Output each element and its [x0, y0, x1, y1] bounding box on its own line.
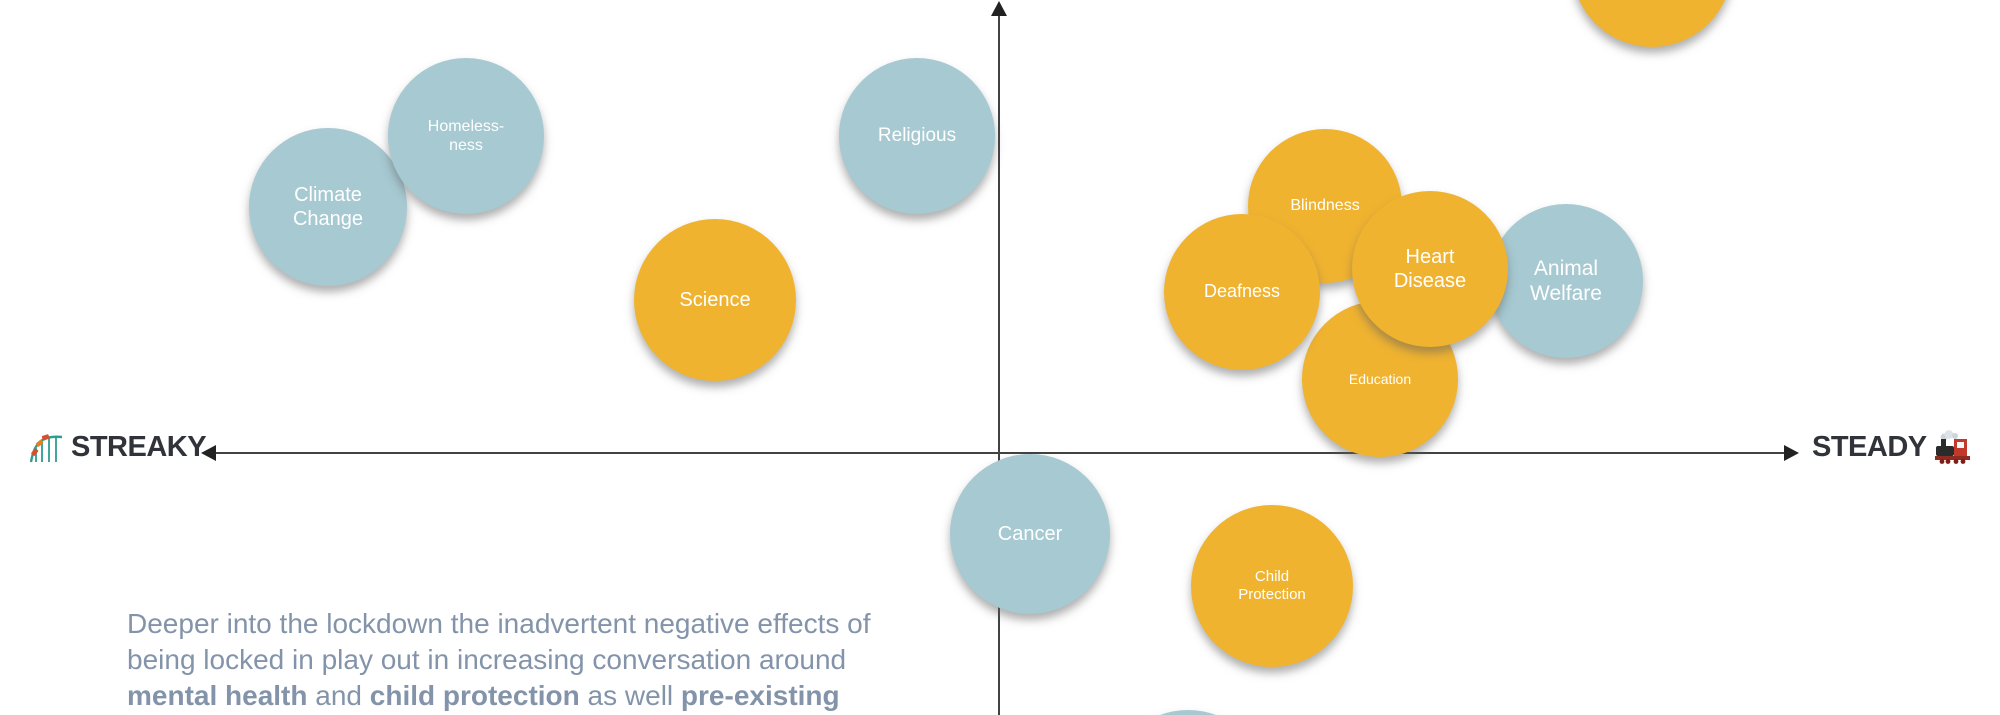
- commentary-bold-segment: child protection: [369, 680, 580, 711]
- commentary-segment: Deeper into the lockdown the inadvertent…: [127, 608, 871, 675]
- bubble-label: Science: [679, 289, 751, 311]
- bubble-homelessness: Homeless- ness: [388, 58, 544, 214]
- roller-coaster-icon: [30, 434, 63, 463]
- y-axis-up-arrow-icon: [991, 1, 1007, 16]
- bubble-deafness: Deafness: [1164, 214, 1320, 370]
- y-axis-line: [998, 12, 1000, 715]
- bubble-label: Animal Welfare: [1530, 256, 1602, 305]
- bubble-climate-change: Climate Change: [249, 128, 407, 286]
- bubble-label: Religious: [877, 124, 957, 146]
- x-axis-left-arrow-icon: [201, 445, 216, 461]
- bubble-child-protection: Child Protection: [1191, 505, 1353, 667]
- bubble-cancer: Cancer: [950, 454, 1110, 614]
- commentary-bold-segment: mental health: [127, 680, 308, 711]
- commentary-bold-segment: pre-existing physical condition. Climate…: [680, 680, 840, 711]
- bubble-label: Education: [1348, 370, 1412, 387]
- bubble-label: Deafness: [1203, 281, 1281, 302]
- bubble-unlabeled-bottom: [1108, 710, 1268, 715]
- bubble-religious: Religious: [839, 58, 995, 214]
- commentary-text: Deeper into the lockdown the inadvertent…: [127, 606, 1027, 715]
- bubble-label: Climate Change: [292, 184, 364, 230]
- commentary-segment: as well: [579, 680, 681, 711]
- x-axis-line: [212, 452, 1788, 454]
- bubble-heart-disease: Heart Disease: [1352, 191, 1508, 347]
- axis-label-streaky: STREAKY: [30, 430, 207, 464]
- axis-label-streaky-text: STREAKY: [71, 430, 207, 463]
- steam-locomotive-icon: [1934, 430, 1970, 464]
- bubble-label: Cancer: [997, 523, 1063, 545]
- bubble-label: Heart Disease: [1393, 246, 1467, 292]
- bubble-unlabeled-top-right: [1572, 0, 1732, 47]
- axis-label-steady-text: STEADY: [1812, 430, 1927, 463]
- bubble-science: Science: [634, 219, 796, 381]
- bubble-label: Child Protection: [1238, 568, 1306, 603]
- bubble-label: Blindness: [1290, 197, 1360, 215]
- x-axis-right-arrow-icon: [1784, 445, 1799, 461]
- axis-label-steady: STEADY: [1812, 430, 1972, 464]
- bubble-animal-welfare: Animal Welfare: [1489, 204, 1643, 358]
- commentary-segment: and: [307, 680, 370, 711]
- bubble-label: Homeless- ness: [427, 117, 505, 154]
